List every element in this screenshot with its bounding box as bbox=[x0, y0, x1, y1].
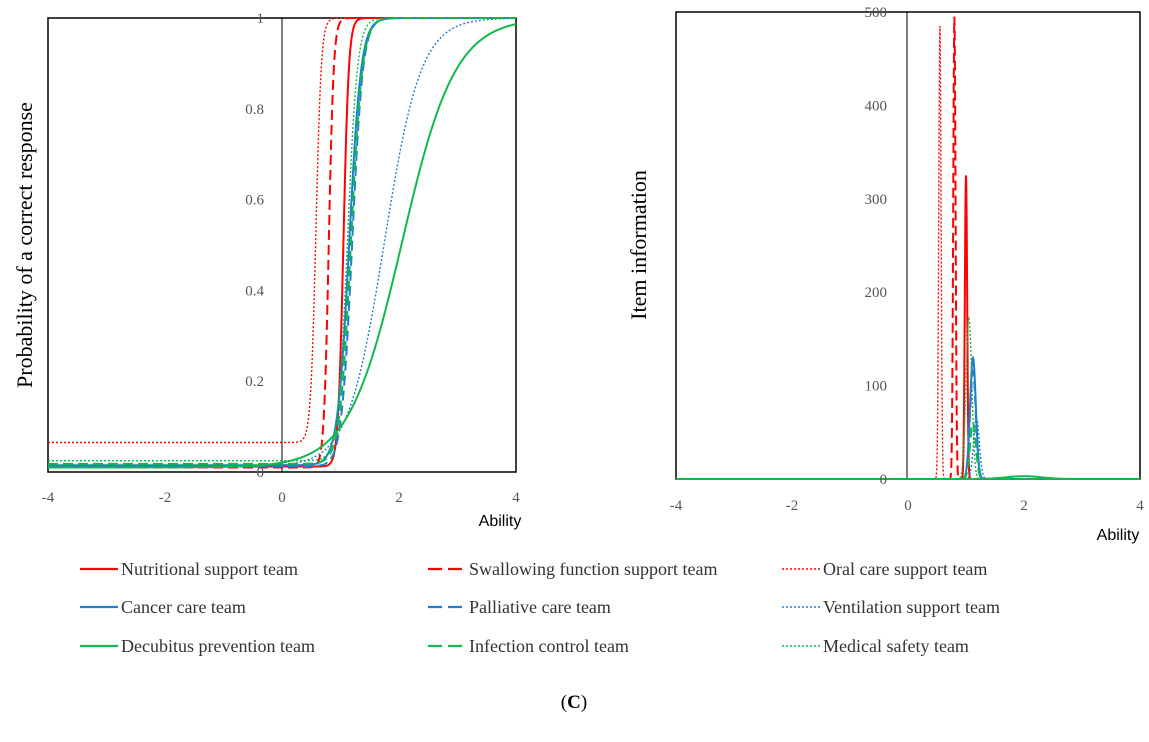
info-x-tick-label: -2 bbox=[786, 498, 799, 514]
icc-x-tick-label: 4 bbox=[512, 490, 520, 506]
legend-item-infection-control-team: Infection control team bbox=[428, 636, 629, 656]
icc-curve-decubitus-prevention-team bbox=[48, 23, 517, 469]
info-x-axis-title: Ability bbox=[1097, 527, 1140, 544]
info-x-tick-label: 2 bbox=[1020, 498, 1028, 514]
legend-item-decubitus-prevention-team: Decubitus prevention team bbox=[80, 636, 315, 656]
info-y-tick-label: 400 bbox=[865, 98, 888, 114]
icc-curve-oral-care-support-team bbox=[48, 17, 516, 444]
icc-x-tick-label: -4 bbox=[42, 490, 55, 506]
info-curve-cancer-care-team bbox=[676, 355, 1140, 480]
info-x-ticks: -4 -2 0 2 4 bbox=[670, 498, 1145, 514]
icc-y-tick-label: 0 bbox=[257, 465, 265, 481]
legend-label: Nutritional support team bbox=[121, 559, 298, 579]
legend-label: Medical safety team bbox=[823, 636, 969, 656]
legend-item-cancer-care-team: Cancer care team bbox=[80, 597, 246, 617]
legend: Nutritional support team Swallowing funct… bbox=[80, 559, 1000, 656]
icc-curve-infection-control-team bbox=[48, 17, 516, 465]
figure-caption: (C) bbox=[561, 692, 587, 713]
legend-label: Oral care support team bbox=[823, 559, 987, 579]
info-x-tick-label: -4 bbox=[670, 498, 683, 514]
legend-label: Palliative care team bbox=[469, 597, 611, 617]
icc-curves bbox=[48, 17, 517, 469]
legend-label: Swallowing function support team bbox=[469, 559, 717, 579]
legend-item-oral-care-support-team: Oral care support team bbox=[782, 559, 987, 579]
icc-x-tick-label: 2 bbox=[395, 490, 403, 506]
legend-label: Cancer care team bbox=[121, 597, 246, 617]
information-chart: 0 100 200 300 400 500 -4 -2 0 2 4 Item informatio… bbox=[626, 5, 1144, 544]
legend-item-ventilation-support-team: Ventilation support team bbox=[782, 597, 1000, 617]
info-curve-medical-safety-team bbox=[676, 316, 1140, 480]
info-y-tick-label: 100 bbox=[865, 379, 888, 395]
info-curve-infection-control-team bbox=[676, 421, 1140, 480]
icc-chart: 0 0.2 0.4 0.6 0.8 1 -4 -2 0 2 4 Probability of a … bbox=[12, 11, 521, 530]
icc-y-tick-label: 0.6 bbox=[245, 193, 264, 209]
icc-y-axis-title: Probability of a correct response bbox=[12, 102, 37, 388]
info-curve-oral-care-support-team bbox=[676, 25, 1140, 480]
info-y-tick-label: 300 bbox=[865, 192, 888, 208]
info-y-axis-title: Item information bbox=[626, 170, 651, 320]
info-curve-swallowing-function-support-team bbox=[676, 16, 1140, 480]
info-y-tick-label: 200 bbox=[865, 285, 888, 301]
info-curve-nutritional-support-team bbox=[676, 175, 1140, 480]
legend-label: Infection control team bbox=[469, 636, 629, 656]
legend-item-nutritional-support-team: Nutritional support team bbox=[80, 559, 298, 579]
legend-item-medical-safety-team: Medical safety team bbox=[782, 636, 969, 656]
info-y-ticks: 0 100 200 300 400 500 bbox=[865, 5, 888, 488]
legend-item-swallowing-function-support-team: Swallowing function support team bbox=[428, 559, 717, 579]
info-curve-palliative-care-team bbox=[676, 369, 1140, 480]
icc-y-tick-label: 1 bbox=[257, 11, 265, 27]
legend-label: Ventilation support team bbox=[823, 597, 1000, 617]
icc-x-tick-label: -2 bbox=[159, 490, 172, 506]
info-y-tick-label: 500 bbox=[865, 5, 888, 21]
info-y-tick-label: 0 bbox=[880, 472, 888, 488]
icc-x-ticks: -4 -2 0 2 4 bbox=[42, 490, 521, 506]
icc-y-tick-label: 0.8 bbox=[245, 102, 264, 118]
info-plot-frame bbox=[675, 11, 1141, 480]
icc-y-tick-label: 0.2 bbox=[245, 374, 264, 390]
icc-x-axis-title: Ability bbox=[479, 513, 522, 530]
info-curves bbox=[676, 16, 1140, 480]
icc-curve-ventilation-support-team bbox=[48, 17, 517, 468]
icc-y-ticks: 0 0.2 0.4 0.6 0.8 1 bbox=[245, 11, 264, 481]
legend-label: Decubitus prevention team bbox=[121, 636, 315, 656]
info-curve-ventilation-support-team bbox=[676, 417, 1140, 480]
icc-x-tick-label: 0 bbox=[278, 490, 286, 506]
info-x-tick-label: 4 bbox=[1136, 498, 1144, 514]
icc-y-tick-label: 0.4 bbox=[245, 283, 264, 299]
icc-curve-medical-safety-team bbox=[48, 17, 516, 462]
info-x-tick-label: 0 bbox=[904, 498, 912, 514]
legend-item-palliative-care-team: Palliative care team bbox=[428, 597, 611, 617]
